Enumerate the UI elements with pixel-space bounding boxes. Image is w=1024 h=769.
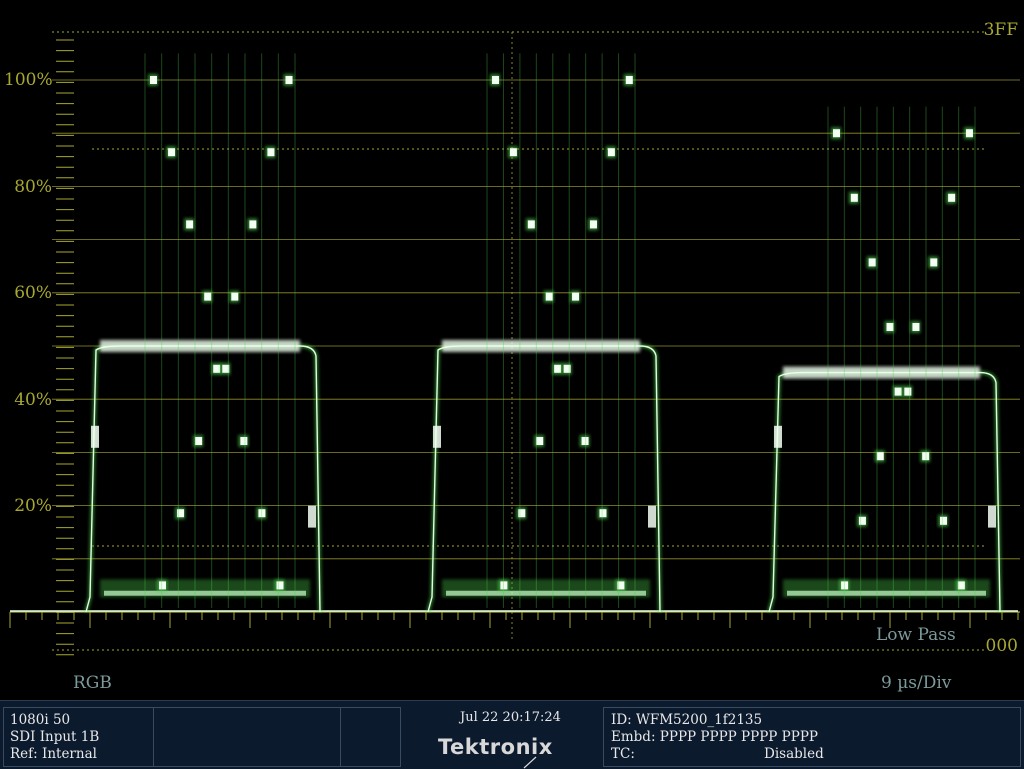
trace-step bbox=[536, 437, 544, 445]
trace-step bbox=[276, 581, 284, 590]
waveform-trace bbox=[10, 53, 1018, 613]
timecode-status: Disabled bbox=[764, 746, 824, 762]
trace-channel bbox=[84, 53, 322, 613]
trace-low-line bbox=[104, 590, 306, 596]
trace-side-pulse bbox=[774, 425, 782, 448]
top-code-label: 3FF bbox=[983, 20, 1018, 40]
trace-envelope-glow bbox=[767, 370, 1002, 613]
trace-step bbox=[904, 387, 912, 396]
trace-envelope-glow bbox=[84, 344, 322, 613]
trace-low-line bbox=[787, 590, 986, 596]
trace-step bbox=[607, 148, 615, 157]
trace-envelope bbox=[427, 345, 661, 613]
trace-low-line bbox=[446, 590, 646, 596]
trace-step bbox=[177, 509, 185, 518]
reference-source: Ref: Internal bbox=[10, 746, 97, 762]
trace-envelope bbox=[85, 345, 321, 613]
trace-side-pulse bbox=[988, 505, 996, 528]
trace-step bbox=[965, 129, 973, 138]
colorspace-label: RGB bbox=[73, 673, 112, 693]
trace-channel bbox=[426, 53, 662, 613]
pct-label-100: 100% bbox=[4, 70, 53, 90]
instrument-id: ID: WFM5200_1f2135 bbox=[611, 712, 763, 728]
status-cell-blank-2 bbox=[340, 707, 401, 767]
trace-step bbox=[940, 516, 948, 525]
trace-step bbox=[868, 258, 876, 267]
trace-side-pulse bbox=[91, 425, 99, 448]
trace-step bbox=[509, 148, 517, 157]
trace-side-pulse bbox=[308, 505, 316, 528]
trace-step bbox=[258, 509, 266, 518]
trace-step bbox=[222, 364, 230, 373]
trace-plateau bbox=[100, 340, 300, 352]
trace-step bbox=[204, 292, 212, 301]
sweep-rate-label: 9 µs/Div bbox=[881, 673, 952, 693]
trace-step bbox=[957, 581, 965, 590]
trace-plateau bbox=[442, 340, 640, 352]
pct-label-20: 20% bbox=[14, 496, 52, 516]
status-cell-blank-1 bbox=[153, 707, 341, 767]
status-cell-id bbox=[603, 707, 1021, 767]
datetime: Jul 22 20:17:24 bbox=[460, 710, 561, 725]
logo-swoosh-icon bbox=[523, 756, 537, 769]
trace-step bbox=[589, 220, 597, 229]
trace-step bbox=[554, 364, 562, 373]
trace-step bbox=[625, 76, 633, 84]
trace-step bbox=[841, 581, 849, 590]
trace-envelope-glow bbox=[426, 344, 662, 613]
trace-step bbox=[930, 258, 938, 267]
trace-step bbox=[231, 292, 239, 301]
trace-step bbox=[922, 452, 930, 461]
trace-step bbox=[168, 148, 176, 157]
trace-step bbox=[617, 581, 625, 590]
filter-mode-label: Low Pass bbox=[876, 625, 956, 645]
trace-step bbox=[213, 364, 221, 373]
trace-step bbox=[195, 437, 203, 445]
trace-side-pulse bbox=[433, 425, 441, 448]
trace-step bbox=[285, 76, 293, 84]
trace-step bbox=[267, 148, 275, 157]
trace-step bbox=[545, 292, 553, 301]
pct-label-80: 80% bbox=[14, 177, 52, 197]
trace-step bbox=[894, 387, 902, 396]
trace-step bbox=[858, 516, 866, 525]
trace-step bbox=[563, 364, 571, 373]
trace-step bbox=[581, 437, 589, 445]
embedded-audio: Embd: PPPP PPPP PPPP PPPP bbox=[611, 729, 818, 745]
trace-step bbox=[572, 292, 580, 301]
trace-step bbox=[833, 129, 840, 138]
trace-step bbox=[518, 509, 526, 518]
trace-step bbox=[876, 452, 884, 461]
trace-step bbox=[912, 323, 920, 331]
trace-envelope bbox=[768, 371, 1001, 613]
trace-step bbox=[527, 220, 535, 229]
pct-label-40: 40% bbox=[14, 390, 52, 410]
trace-step bbox=[159, 581, 166, 590]
video-format: 1080i 50 bbox=[10, 712, 71, 728]
trace-step bbox=[948, 193, 956, 202]
bottom-code-label: 000 bbox=[985, 636, 1018, 656]
tektronix-logo: Tektronix bbox=[438, 735, 553, 759]
sdi-input: SDI Input 1B bbox=[10, 729, 100, 745]
trace-channel bbox=[767, 106, 1002, 613]
trace-step bbox=[186, 220, 194, 229]
trace-step bbox=[886, 323, 894, 331]
trace-step bbox=[249, 220, 257, 229]
trace-step bbox=[599, 509, 607, 518]
trace-step bbox=[240, 437, 248, 445]
timecode-label: TC: bbox=[611, 746, 635, 762]
status-bar: 1080i 50 SDI Input 1B Ref: Internal Jul … bbox=[0, 700, 1024, 769]
trace-step bbox=[492, 76, 499, 84]
trace-step bbox=[150, 76, 157, 84]
trace-side-pulse bbox=[648, 505, 656, 528]
pct-label-60: 60% bbox=[14, 283, 52, 303]
trace-step bbox=[850, 193, 858, 202]
trace-plateau bbox=[783, 366, 980, 379]
trace-step bbox=[500, 581, 508, 590]
waveform-display: 3FF 000 100% 80% 60% 40% 20% RGB Low Pas… bbox=[4, 20, 1020, 693]
